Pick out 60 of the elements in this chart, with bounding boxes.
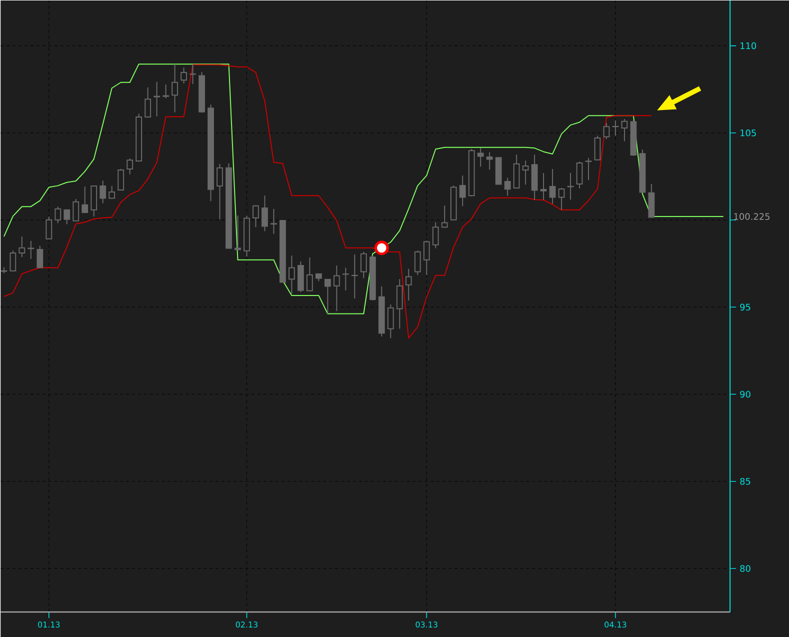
y-tick-label: 105: [740, 130, 756, 136]
text: 100.225: [734, 213, 770, 220]
candlestick: [504, 177, 511, 196]
candlestick: [118, 168, 124, 191]
candlestick: [540, 172, 547, 200]
candlestick: [108, 186, 116, 200]
candlestick: [288, 255, 295, 294]
candlestick: [585, 157, 592, 180]
candlestick: [351, 254, 358, 299]
y-tick-label: 90: [740, 390, 750, 398]
candlestick: [172, 64, 178, 113]
candlestick: [72, 198, 80, 222]
candlestick: [216, 163, 223, 220]
candlestick: [477, 148, 484, 168]
candlestick: [324, 278, 331, 314]
candlestick: [558, 187, 565, 210]
y-tick-label: 110: [740, 42, 756, 50]
candlestick: [10, 250, 16, 272]
candlestick: [126, 158, 134, 175]
candlestick: [441, 205, 448, 228]
candlestick: [28, 240, 34, 260]
candlestick: [190, 64, 196, 85]
candlestick: [36, 245, 44, 268]
candlestick: [603, 122, 610, 140]
candlestick: [154, 81, 160, 117]
candlestick: [342, 267, 349, 291]
candlestick: [46, 216, 52, 240]
candlestick: [549, 168, 556, 204]
candlestick: [262, 195, 268, 232]
candlestick: [234, 215, 241, 252]
candlestick: [252, 204, 259, 228]
candlestick: [414, 250, 421, 276]
candlestick: [82, 186, 88, 214]
y-tick-label: 95: [740, 304, 750, 311]
candlestick: [90, 185, 98, 218]
y-tick-label: 80: [740, 565, 750, 572]
candlestick: [306, 256, 313, 292]
candlestick: [333, 264, 340, 312]
candlestick: [387, 304, 394, 339]
candlestick: [360, 251, 367, 279]
candlestick: [396, 278, 403, 330]
candlestick: [612, 120, 619, 136]
candlestick: [180, 67, 187, 84]
candlestick: [522, 160, 529, 186]
candlestick: [486, 152, 493, 170]
candlestick: [621, 118, 628, 142]
candlestick: [432, 222, 439, 249]
candlestick: [270, 208, 277, 234]
candlestick: [54, 206, 62, 224]
candlestick: [64, 209, 70, 225]
y-tick-label: 85: [740, 478, 750, 485]
candlestick: [18, 236, 26, 258]
candlestick: [100, 180, 106, 204]
candlestick: [162, 84, 170, 99]
candlestick: [144, 86, 152, 118]
candlestick: [459, 175, 466, 207]
candlestick: [576, 161, 583, 189]
candlestick: [423, 240, 430, 276]
candlestick: [405, 268, 412, 302]
candlestick: [594, 135, 601, 161]
